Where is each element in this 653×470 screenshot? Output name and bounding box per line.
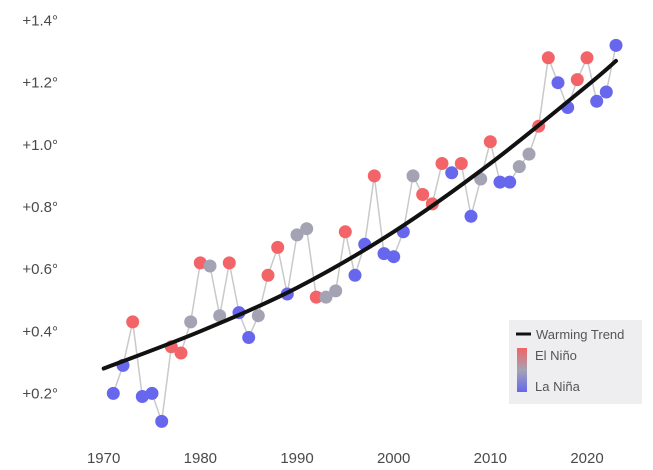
data-point	[387, 250, 401, 264]
y-tick-label: +1.4°	[22, 13, 58, 30]
x-tick-label: 2020	[570, 450, 603, 467]
data-point	[222, 256, 236, 270]
data-point	[522, 147, 536, 161]
x-tick-label: 2010	[474, 450, 507, 467]
y-tick-label: +0.2°	[22, 385, 58, 402]
data-point	[416, 188, 430, 201]
data-point	[599, 85, 613, 99]
y-tick-label: +1.0°	[22, 137, 58, 154]
data-point	[503, 175, 517, 189]
legend-background	[509, 320, 642, 404]
data-point	[174, 346, 188, 360]
x-tick-label: 1970	[87, 450, 120, 467]
data-point	[406, 169, 420, 183]
data-point	[106, 386, 120, 400]
warming-trend-line	[101, 58, 618, 371]
data-point	[145, 386, 159, 400]
data-point	[338, 225, 352, 239]
y-tick-label: +1.2°	[22, 75, 58, 92]
data-point	[435, 157, 449, 170]
x-tick-label: 1980	[184, 450, 217, 467]
data-point	[242, 331, 256, 344]
data-point	[271, 240, 285, 254]
data-point	[203, 259, 217, 273]
data-point	[155, 414, 169, 428]
data-point	[367, 169, 381, 183]
legend: Warming Trend El Niño La Niña	[509, 320, 642, 404]
legend-enso-gradient	[517, 348, 527, 392]
y-tick-label: +0.4°	[22, 323, 58, 340]
legend-el-nino-label: El Niño	[535, 348, 577, 363]
x-axis: 1970 1980 1990 2000 2010 2020	[87, 450, 604, 467]
data-point	[493, 175, 507, 189]
data-point	[213, 309, 227, 323]
data-point	[329, 284, 343, 298]
data-point	[445, 166, 459, 180]
data-point	[454, 157, 468, 170]
data-point	[319, 290, 333, 304]
data-point	[251, 309, 265, 323]
data-point	[184, 315, 198, 329]
data-point	[261, 268, 275, 282]
legend-trend-label: Warming Trend	[536, 327, 624, 342]
y-axis: +0.2° +0.4° +0.6° +0.8° +1.0° +1.2° +1.4°	[22, 13, 58, 403]
data-point	[512, 160, 526, 174]
x-tick-label: 2000	[377, 450, 410, 467]
data-point	[290, 228, 304, 242]
x-tick-label: 1990	[280, 450, 313, 467]
data-point	[300, 222, 314, 236]
data-point	[580, 51, 594, 65]
data-point	[348, 268, 362, 282]
data-point	[551, 76, 565, 90]
data-point	[483, 135, 497, 149]
data-point	[541, 51, 555, 65]
y-tick-label: +0.8°	[22, 199, 58, 216]
data-point	[474, 172, 488, 186]
data-point	[309, 290, 323, 304]
data-point	[609, 38, 623, 52]
data-point	[570, 73, 584, 87]
data-point	[126, 315, 140, 329]
legend-la-nina-label: La Niña	[535, 379, 581, 394]
data-point	[464, 209, 478, 223]
data-point	[590, 94, 604, 108]
y-tick-label: +0.6°	[22, 261, 58, 278]
